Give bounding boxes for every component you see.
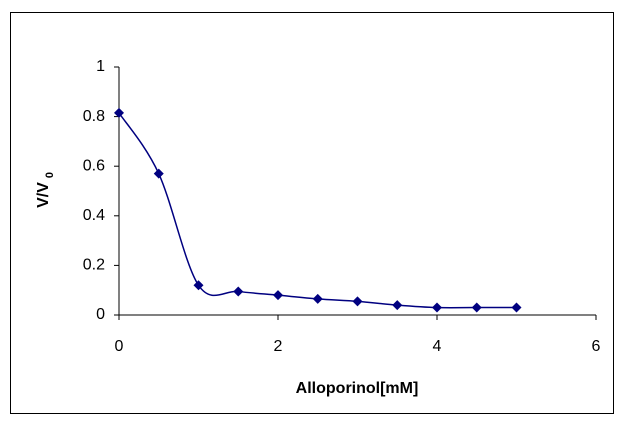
- x-tick-label: 4: [433, 338, 442, 355]
- x-tick-label: 0: [115, 338, 124, 355]
- y-axis-title-group: V/V 0: [35, 172, 56, 208]
- y-tick-label: 1: [96, 58, 105, 75]
- y-tick-label: 0: [96, 306, 105, 323]
- data-point: [392, 300, 403, 311]
- y-tick-label: 0.6: [83, 157, 105, 174]
- y-tick-label: 0.8: [83, 108, 105, 125]
- series-line: [118, 112, 517, 309]
- data-point: [432, 302, 442, 313]
- x-tick-label: 6: [592, 338, 601, 355]
- data-point: [352, 296, 363, 307]
- data-point: [511, 302, 522, 313]
- data-point: [471, 302, 482, 313]
- chart-frame: [10, 12, 614, 414]
- y-tick-label: 0.4: [83, 207, 105, 224]
- data-point: [114, 107, 124, 118]
- x-tick-label: 2: [274, 338, 283, 355]
- y-axis-title-subscript: 0: [44, 172, 56, 178]
- y-tick-label: 0.2: [83, 257, 105, 274]
- data-point: [312, 293, 323, 304]
- data-point: [273, 290, 283, 301]
- data-point: [153, 168, 164, 179]
- x-axis-title: Alloporinol[mM]: [296, 380, 419, 397]
- data-point: [233, 286, 244, 297]
- y-axis-title: V/V: [35, 182, 52, 208]
- data-point: [193, 280, 204, 291]
